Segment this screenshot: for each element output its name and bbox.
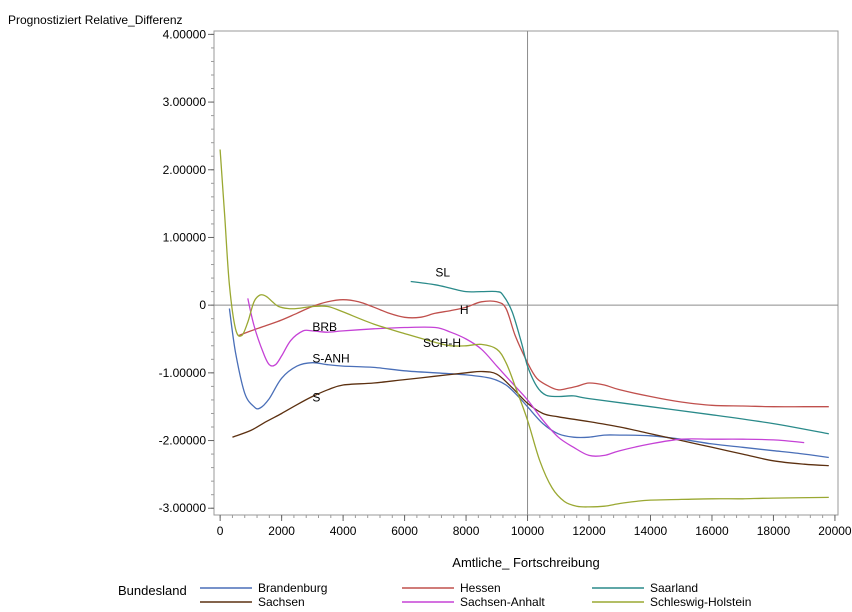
- series-labels: SL H BRB SCH-H S-ANH S: [312, 266, 468, 405]
- x-tick-label: 14000: [634, 524, 668, 538]
- y-tick-label: -2.00000: [159, 434, 207, 448]
- series-lines: [219, 149, 829, 508]
- legend-title: Bundesland: [118, 583, 187, 598]
- x-tick-label: 16000: [695, 524, 729, 538]
- y-axis-label: Prognostiziert Relative_Differenz: [8, 13, 183, 27]
- plot-frame: [213, 30, 839, 516]
- x-tick-label: 10000: [511, 524, 545, 538]
- series-label: H: [460, 303, 469, 317]
- y-axis: 4.00000 3.00000 2.00000 1.00000 0 -1.00000 -2.…: [159, 27, 214, 515]
- series-label: S: [312, 390, 320, 404]
- y-tick-label: 1.00000: [163, 230, 207, 244]
- x-tick-label: 18000: [757, 524, 791, 538]
- series-label: SL: [435, 266, 450, 280]
- series-line-sachsen-anhalt: [247, 298, 805, 457]
- y-tick-label: -1.00000: [159, 366, 207, 380]
- series-label: SCH-H: [423, 336, 461, 350]
- series-label: S-ANH: [312, 352, 349, 366]
- y-tick-label: 2.00000: [163, 163, 207, 177]
- x-tick-label: 6000: [391, 524, 418, 538]
- x-tick-label: 8000: [453, 524, 480, 538]
- series-line-schleswig-holstein: [219, 149, 829, 508]
- y-tick-label: 3.00000: [163, 95, 207, 109]
- series-line-hessen: [238, 299, 829, 408]
- series-line-sachsen: [232, 370, 829, 467]
- legend-label: Sachsen-Anhalt: [460, 595, 545, 609]
- x-axis-label: Amtliche_ Fortschreibung: [452, 555, 599, 570]
- legend-label: Brandenburg: [258, 581, 327, 595]
- legend-label: Sachsen: [258, 595, 305, 609]
- x-tick-label: 12000: [572, 524, 606, 538]
- y-tick-label: -3.00000: [159, 501, 207, 515]
- x-axis: 0 2000 4000 6000 8000 10000 12000 14000 16000 180…: [217, 515, 852, 538]
- x-tick-label: 4000: [330, 524, 357, 538]
- x-tick-label: 0: [217, 524, 224, 538]
- legend-label: Hessen: [460, 581, 501, 595]
- y-tick-label: 0: [199, 298, 206, 312]
- series-label: BRB: [312, 320, 337, 334]
- y-tick-label: 4.00000: [163, 27, 207, 41]
- x-tick-label: 20000: [818, 524, 852, 538]
- series-line-saarland: [410, 280, 829, 435]
- legend-label: Schleswig-Holstein: [650, 595, 751, 609]
- legend-label: Saarland: [650, 581, 698, 595]
- legend: Bundesland Brandenburg Hessen Saarland Sach…: [118, 581, 751, 609]
- x-tick-label: 2000: [268, 524, 295, 538]
